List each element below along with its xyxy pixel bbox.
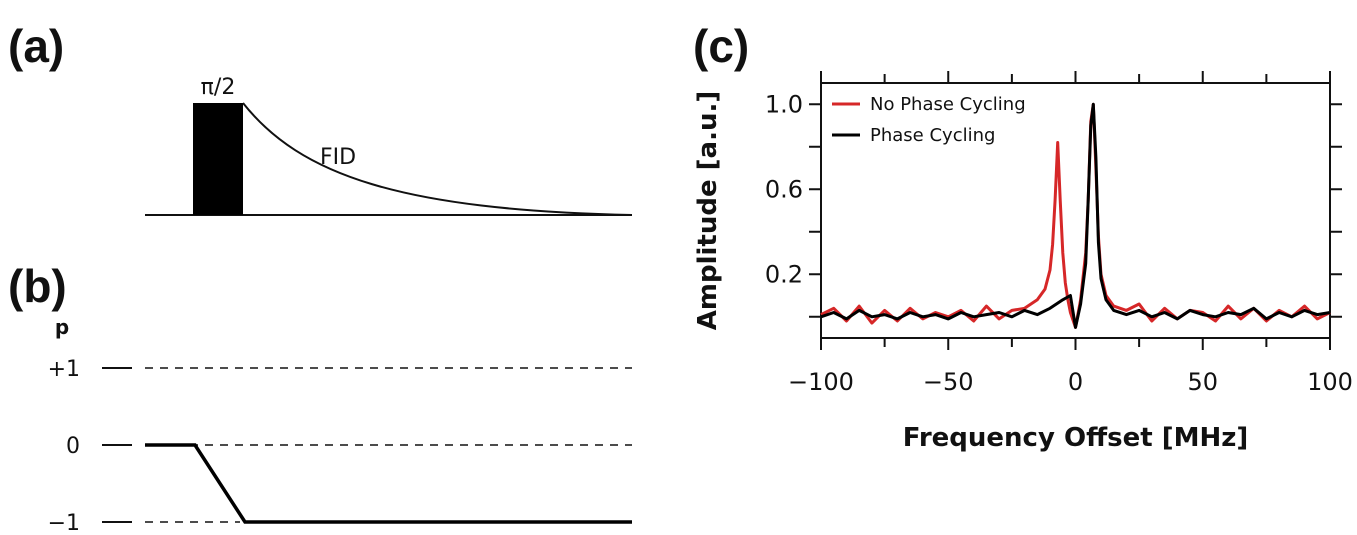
x-tick-label: 0 — [1068, 368, 1083, 396]
series-line-phase-cycling — [820, 102, 1331, 329]
panel-c-label: (c) — [693, 20, 749, 72]
y-axis-title: Amplitude [a.u.] — [693, 91, 723, 330]
y-axis-ticks: 0.2 0.6 1.0 — [765, 90, 1342, 318]
fid-decay-curve — [242, 102, 633, 216]
x-tick-label: −100 — [788, 368, 854, 396]
coherence-pathway — [145, 443, 632, 524]
pulse-label: π/2 — [201, 75, 236, 100]
y-tick-label: 1.0 — [765, 90, 803, 118]
legend: No Phase Cycling Phase Cycling — [832, 94, 1026, 146]
level-plus-one-label: +1 — [48, 357, 80, 382]
x-tick-label: 100 — [1307, 368, 1353, 396]
spectrum-chart: −100 −50 0 50 100 0.2 0.6 1.0 No Phase Cycling… — [693, 71, 1353, 453]
pi-half-pulse — [193, 103, 243, 215]
x-tick-label: 50 — [1187, 368, 1218, 396]
fid-label: FID — [320, 145, 356, 170]
plot-frame — [820, 82, 1331, 339]
panel-b-label: (b) — [8, 260, 67, 312]
x-axis-ticks: −100 −50 0 50 100 — [788, 71, 1353, 396]
x-tick-label: −50 — [923, 368, 974, 396]
level-minus-one-label: −1 — [48, 511, 80, 535]
coherence-axis-letter: p — [55, 315, 69, 339]
y-tick-label: 0.2 — [765, 260, 803, 288]
panel-a-label: (a) — [8, 20, 64, 72]
x-axis-title: Frequency Offset [MHz] — [903, 423, 1249, 453]
y-tick-label: 0.6 — [765, 175, 803, 203]
legend-label: No Phase Cycling — [870, 94, 1026, 115]
level-zero-label: 0 — [66, 434, 80, 459]
legend-label: Phase Cycling — [870, 125, 995, 146]
series-layer — [820, 102, 1331, 329]
